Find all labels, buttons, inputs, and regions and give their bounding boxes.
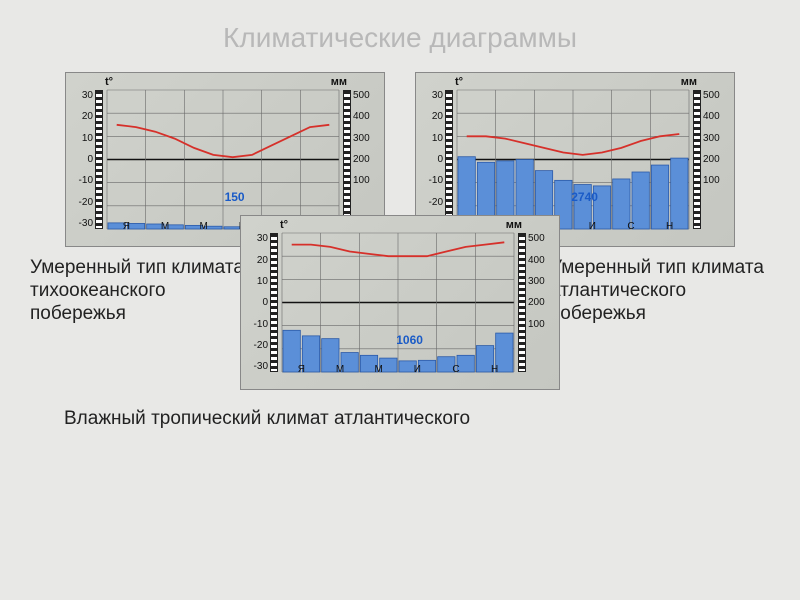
caption-atlantic: Умеренный тип климата атлантического поб…	[550, 257, 770, 325]
precip-scale: 500400300200100	[528, 233, 554, 372]
temp-axis-label: t°	[280, 219, 288, 231]
svg-text:Я: Я	[298, 364, 305, 375]
climograph-plot: 2740ЯММИСН	[457, 90, 689, 229]
total-precip-annotation: 1060	[396, 333, 423, 347]
climograph-plot: 1060 Я М М И С Н	[282, 233, 514, 372]
svg-text:Н: Н	[666, 221, 673, 232]
svg-text:Я: Я	[123, 221, 130, 232]
svg-text:М: М	[336, 364, 344, 375]
temp-scale: 3020100-10-20-30	[421, 90, 443, 229]
svg-text:М: М	[199, 221, 207, 232]
precip-axis-label: мм	[506, 219, 522, 231]
svg-text:И: И	[414, 364, 421, 375]
precip-axis-label: мм	[681, 76, 697, 88]
svg-text:М: М	[161, 221, 169, 232]
chart-tropical: t° мм 3020100-10-20-30 500400300200100 1060…	[240, 215, 560, 390]
temp-axis-label: t°	[455, 76, 463, 88]
climograph-plot: 150ЯММИСН	[107, 90, 339, 229]
svg-text:С: С	[452, 364, 459, 375]
temp-scale: 3020100-10-20-30	[71, 90, 93, 229]
svg-text:М: М	[374, 364, 382, 375]
svg-text:С: С	[627, 221, 634, 232]
precip-axis-label: мм	[331, 76, 347, 88]
caption-pacific: Умеренный тип климата тихоокеанского поб…	[30, 257, 250, 325]
precip-scale: 500400300200100	[703, 90, 729, 229]
temp-scale: 3020100-10-20-30	[246, 233, 268, 372]
temp-axis-label: t°	[105, 76, 113, 88]
svg-text:И: И	[589, 221, 596, 232]
total-precip-annotation: 2740	[571, 190, 598, 204]
svg-text:Н: Н	[491, 364, 498, 375]
page-title: Климатические диаграммы	[0, 0, 800, 62]
precip-scale: 500400300200100	[353, 90, 379, 229]
total-precip-annotation: 150	[225, 190, 245, 204]
caption-tropical: Влажный тропический климат атлантическог…	[0, 390, 800, 430]
